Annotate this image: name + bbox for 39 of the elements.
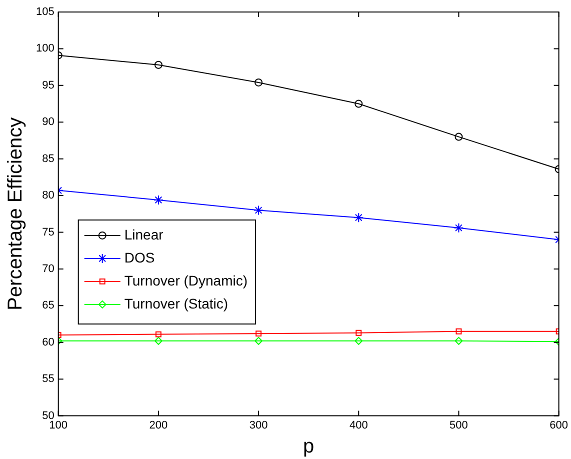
point <box>354 100 363 108</box>
y-tick-label: 90 <box>42 116 54 128</box>
y-tick-label: 75 <box>42 226 54 238</box>
point <box>354 212 364 223</box>
y-tick-label: 80 <box>42 190 54 202</box>
point <box>454 336 463 345</box>
x-tick-label: 500 <box>450 419 468 432</box>
legend-label: DOS <box>124 249 155 266</box>
point <box>356 330 362 336</box>
y-tick-label: 55 <box>42 373 54 386</box>
y-tick-label: 65 <box>42 300 54 312</box>
legend-label: Linear <box>124 226 164 242</box>
legend-label: Turnover (Dynamic) <box>124 272 248 288</box>
y-tick-label: 60 <box>42 336 54 348</box>
x-axis-title: p <box>303 436 314 458</box>
point <box>154 336 162 345</box>
point <box>454 132 463 141</box>
point <box>254 78 263 86</box>
y-axis-title: Percentage Efficiency <box>4 117 27 310</box>
legend-label: Turnover (Static) <box>124 295 228 312</box>
x-tick-label: 300 <box>249 419 268 432</box>
point <box>454 222 464 233</box>
point <box>354 336 363 345</box>
point <box>254 336 263 345</box>
x-tick-label: 400 <box>349 419 368 432</box>
y-tick-label: 85 <box>42 152 54 165</box>
point <box>153 194 164 205</box>
x-tick-label: 600 <box>550 419 568 432</box>
y-tick-label: 50 <box>42 410 54 422</box>
x-tick-label: 200 <box>149 419 168 432</box>
point <box>256 330 262 337</box>
y-tick-label: 100 <box>36 42 54 55</box>
point <box>154 60 162 69</box>
point <box>254 205 264 216</box>
y-tick-label: 105 <box>36 6 54 18</box>
y-tick-label: 70 <box>42 262 54 275</box>
point <box>456 328 462 334</box>
point <box>155 331 162 338</box>
y-tick-label: 95 <box>42 79 54 92</box>
